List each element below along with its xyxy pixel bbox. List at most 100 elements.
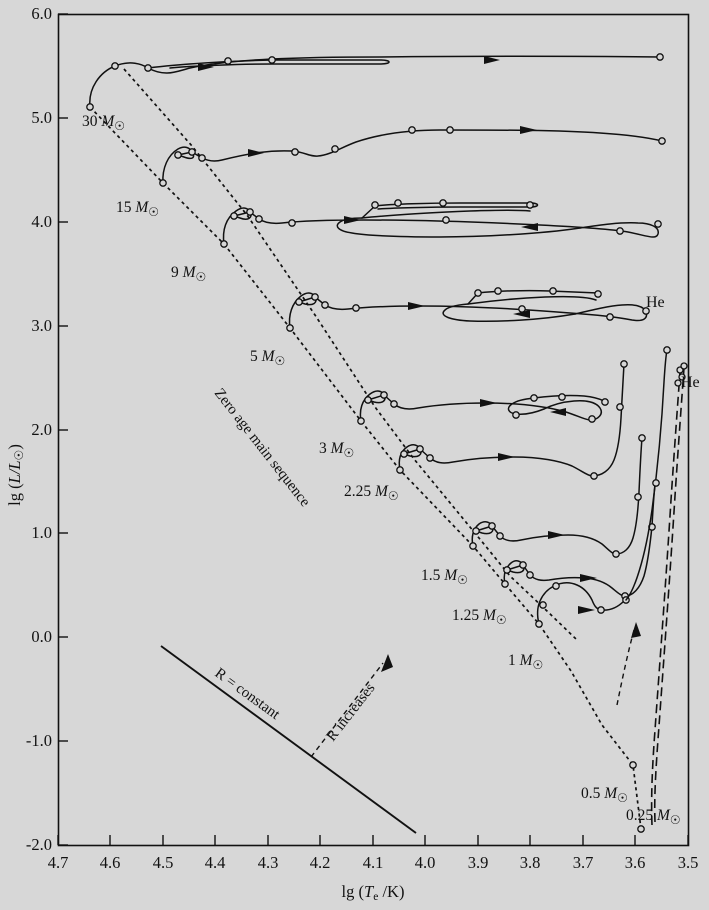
track-point	[439, 199, 447, 207]
x-tick-label: 4.6	[100, 853, 121, 872]
track-point	[400, 450, 408, 458]
track-point	[394, 199, 402, 207]
x-tick-label: 4.7	[48, 853, 69, 872]
track-point	[371, 201, 379, 209]
track-point	[616, 227, 624, 235]
track-point	[111, 62, 119, 70]
direction-arrow	[578, 606, 595, 614]
track-point	[620, 360, 628, 368]
track-point	[678, 373, 686, 381]
track-point	[357, 417, 365, 425]
track-point	[390, 400, 398, 408]
track-point	[663, 346, 671, 354]
r-constant-line	[160, 645, 417, 834]
track-point	[488, 522, 496, 530]
direction-arrow	[548, 531, 565, 539]
track-point	[552, 582, 560, 590]
y-axis-ticks	[58, 13, 68, 846]
track-point	[220, 240, 228, 248]
track-point	[526, 201, 534, 209]
r-increases-arrow-line	[310, 662, 384, 758]
track-point	[597, 606, 605, 614]
track-point	[364, 396, 372, 404]
mass-label-1: 1 M☉	[508, 652, 543, 672]
track-point	[558, 393, 566, 401]
direction-arrow	[484, 56, 500, 64]
direction-arrow	[513, 310, 530, 318]
track-point	[268, 56, 276, 64]
track-point	[321, 301, 329, 309]
track-he-solid	[625, 346, 671, 601]
track-point	[638, 434, 646, 442]
track-9msun	[220, 199, 662, 248]
x-tick-label: 4.5	[153, 853, 174, 872]
track-point	[496, 532, 504, 540]
track-3msun	[357, 390, 609, 425]
track-point	[601, 398, 609, 406]
track-1p5msun	[469, 434, 646, 558]
track-point	[654, 220, 662, 228]
x-tick-label: 4.0	[415, 853, 436, 872]
track-1msun	[535, 582, 630, 628]
y-tick-label: 1.0	[31, 523, 52, 542]
track-point	[396, 466, 404, 474]
mass-label-15: 15 M☉	[116, 199, 159, 219]
track-point	[255, 215, 263, 223]
track-point	[501, 580, 509, 588]
mass-label-9: 9 M☉	[171, 264, 206, 284]
track-30msun	[86, 53, 664, 111]
mass-labels: 30 M☉ 15 M☉ 9 M☉ 5 M☉ 3 M☉ 2.25 M☉ 1.5 M…	[82, 113, 681, 827]
y-axis-tick-labels: 6.0 5.0 4.0 3.0 2.0 1.0 0.0 -1.0 -2.0	[26, 4, 52, 854]
ylabel-sub: ☉	[12, 450, 26, 461]
track-point	[535, 620, 543, 628]
track-point	[286, 324, 294, 332]
mass-label-30: 30 M☉	[82, 113, 125, 133]
track-point	[588, 415, 596, 423]
track-point	[380, 391, 388, 399]
direction-arrow	[408, 302, 425, 310]
mass-label-3: 3 M☉	[319, 440, 354, 460]
track-point	[159, 179, 167, 187]
track-point	[634, 493, 642, 501]
track-point	[442, 216, 450, 224]
x-tick-label: 3.7	[573, 853, 594, 872]
track-point	[590, 472, 598, 480]
track-point	[629, 761, 637, 769]
x-tick-label: 3.5	[678, 853, 699, 872]
x-axis-title: lg (Te /K)	[342, 882, 405, 903]
track-point	[224, 57, 232, 65]
x-axis-ticks	[57, 835, 689, 845]
direction-arrow	[520, 126, 537, 134]
track-point	[512, 411, 520, 419]
he-direction-dash	[616, 629, 635, 706]
track-point	[530, 394, 538, 402]
ylabel-var: L/L	[5, 460, 24, 484]
track-point	[658, 137, 666, 145]
track-point	[291, 148, 299, 156]
mass-label-0p25: 0.25 M☉	[626, 807, 681, 827]
y-tick-label: 6.0	[31, 4, 52, 23]
x-tick-label: 4.3	[258, 853, 279, 872]
y-tick-label: -1.0	[26, 731, 52, 750]
y-axis-title: lg (L/L☉)	[5, 444, 26, 506]
y-tick-label: 2.0	[31, 420, 52, 439]
direction-arrow	[550, 408, 566, 416]
y-tick-label: -2.0	[26, 835, 52, 854]
track-point	[680, 362, 688, 370]
ylabel-suffix: )	[5, 444, 24, 450]
x-tick-label: 3.9	[468, 853, 489, 872]
x-tick-label: 3.6	[625, 853, 646, 872]
track-point	[474, 289, 482, 297]
svg-text:lg (L/L☉): lg (L/L☉)	[5, 444, 26, 506]
mass-label-1p5: 1.5 M☉	[421, 567, 468, 587]
x-tick-label: 4.4	[205, 853, 226, 872]
svg-text:lg (Te /K): lg (Te /K)	[342, 882, 405, 903]
track-point	[288, 219, 296, 227]
y-tick-label: 5.0	[31, 108, 52, 127]
track-point	[526, 571, 534, 579]
direction-arrow	[480, 399, 497, 407]
track-point	[246, 208, 254, 216]
track-point	[144, 64, 152, 72]
